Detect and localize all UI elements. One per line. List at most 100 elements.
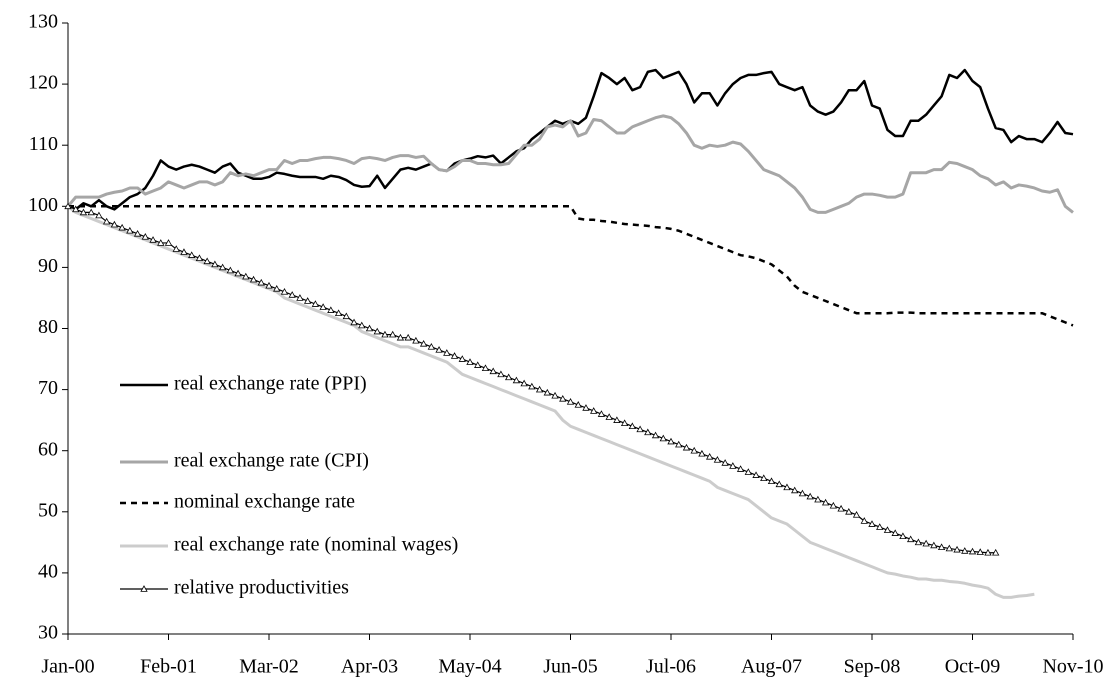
y-tick-label: 130 <box>28 11 58 33</box>
point-marker <box>358 321 366 329</box>
point-marker <box>837 504 845 512</box>
point-marker <box>528 382 536 390</box>
point-marker <box>257 278 265 286</box>
point-marker <box>435 346 443 353</box>
point-marker <box>389 330 397 338</box>
point-marker <box>605 413 613 420</box>
point-marker <box>675 440 683 448</box>
point-marker <box>218 263 227 271</box>
x-tick-label: Mar-02 <box>239 656 299 678</box>
point-marker <box>311 300 320 307</box>
point-marker <box>102 217 111 225</box>
point-marker <box>474 361 482 368</box>
point-marker <box>876 523 884 530</box>
y-tick-label: 80 <box>38 316 58 338</box>
point-marker <box>180 248 188 255</box>
point-marker <box>852 511 861 518</box>
x-tick-label: Jan-00 <box>41 656 94 678</box>
point-marker <box>133 229 142 237</box>
x-tick-label: Aug-07 <box>741 656 802 678</box>
point-marker <box>126 226 134 234</box>
point-marker <box>783 483 791 491</box>
point-marker <box>489 367 497 375</box>
legend-label: nominal exchange rate <box>174 491 355 513</box>
point-marker <box>821 498 830 506</box>
point-marker <box>736 465 745 472</box>
point-marker <box>203 257 211 265</box>
point-marker <box>775 480 783 488</box>
point-marker <box>937 543 946 551</box>
point-marker <box>265 281 273 289</box>
point-marker <box>574 401 582 408</box>
point-marker <box>188 251 196 258</box>
point-marker <box>976 548 984 555</box>
point-marker <box>365 324 374 332</box>
point-marker <box>667 437 675 445</box>
point-marker <box>280 288 289 295</box>
point-marker <box>613 416 621 423</box>
point-marker <box>497 370 505 378</box>
point-marker <box>412 336 420 344</box>
series-line <box>66 114 1074 214</box>
point-marker <box>597 410 606 417</box>
legend-label: real exchange rate (PPI) <box>174 373 367 395</box>
x-tick-label: Apr-03 <box>341 656 398 678</box>
point-marker <box>953 545 961 553</box>
point-marker <box>535 385 544 393</box>
y-tick-label: 30 <box>38 622 58 644</box>
point-marker <box>914 538 923 546</box>
point-marker <box>566 397 575 405</box>
point-marker <box>172 245 180 252</box>
point-marker <box>404 333 412 341</box>
point-marker <box>806 492 814 500</box>
point-marker <box>443 349 451 356</box>
point-marker <box>79 208 88 216</box>
point-marker <box>559 394 567 402</box>
point-marker <box>164 239 173 246</box>
point-marker <box>242 272 250 280</box>
x-tick-label: Jun-05 <box>543 656 597 678</box>
point-marker <box>87 208 95 216</box>
y-tick-label: 90 <box>38 255 58 277</box>
point-marker <box>288 291 296 298</box>
point-marker <box>296 294 304 301</box>
point-marker <box>195 254 204 262</box>
point-marker <box>729 462 737 469</box>
x-tick-label: Feb-01 <box>140 656 197 678</box>
point-marker <box>110 220 119 228</box>
point-marker <box>744 468 752 475</box>
point-marker <box>141 233 149 240</box>
point-marker <box>211 260 219 268</box>
point-marker <box>466 358 474 365</box>
point-marker <box>930 541 938 549</box>
point-marker <box>791 486 799 494</box>
point-marker <box>713 456 722 463</box>
point-marker <box>767 477 776 485</box>
point-marker <box>798 489 807 497</box>
point-marker <box>249 275 258 283</box>
point-marker <box>458 355 466 362</box>
point-marker <box>860 517 868 524</box>
point-marker <box>273 284 281 292</box>
point-marker <box>551 391 559 399</box>
point-marker <box>303 297 312 304</box>
point-marker <box>72 205 80 213</box>
point-marker <box>961 547 969 554</box>
point-marker <box>504 373 513 381</box>
point-marker <box>334 309 343 317</box>
point-marker <box>698 449 706 457</box>
point-marker <box>327 306 335 313</box>
point-marker <box>118 223 126 231</box>
point-marker <box>760 474 768 481</box>
point-marker <box>721 459 729 466</box>
point-marker <box>319 303 327 310</box>
point-marker <box>682 443 691 451</box>
legend-label: real exchange rate (CPI) <box>174 450 369 472</box>
point-marker <box>899 532 907 540</box>
x-tick-label: Jul-06 <box>646 656 696 678</box>
point-marker <box>829 501 838 509</box>
point-marker <box>659 434 667 442</box>
point-marker <box>396 333 405 341</box>
point-marker <box>992 548 1000 556</box>
y-tick-label: 70 <box>38 377 58 399</box>
